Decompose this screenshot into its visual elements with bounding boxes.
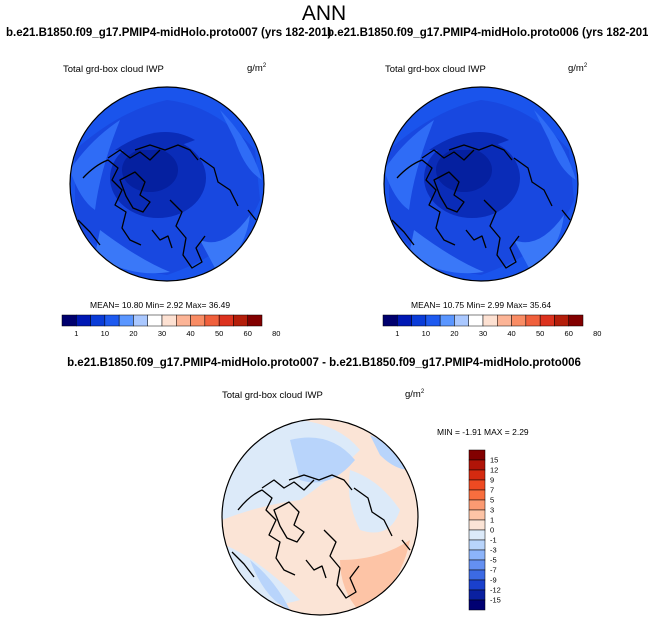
colorbar-difference-tick-label: -1 [490,536,497,545]
colorbar-left: 1 10 20 30 40 50 60 80 [61,314,280,338]
colorbar-left-swatch [118,314,134,327]
colorbar-left-tick-label: 80 [272,329,280,338]
colorbar-difference-tick-label: -5 [490,556,497,565]
colorbar-right-swatch [397,314,412,327]
colorbar-left-tick-label: 40 [186,329,194,338]
colorbar-left-tick-label: 50 [215,329,223,338]
colorbar-difference-swatch [468,449,486,461]
colorbar-difference-tick-label: -7 [490,566,497,575]
colorbar-difference-tick-label: -15 [490,596,501,605]
colorbar-difference-tick-label: 12 [490,466,498,475]
units-left: g/m2 [247,63,267,75]
colorbar-right-tick-label: 60 [565,329,573,338]
colorbar-left-swatch [104,314,120,327]
colorbar-right-swatch [425,314,441,327]
colorbar-difference-swatch [468,479,486,491]
colorbar-left-swatch [247,314,263,327]
colorbar-difference-tick-label: 15 [490,456,498,465]
colorbar-difference-swatch [468,559,486,571]
colorbar-difference-tick-label: 7 [490,486,494,495]
colorbar-difference-tick-label: 0 [490,526,494,535]
colorbar-left-tick-label: 20 [129,329,137,338]
colorbar-left-swatch [218,314,234,327]
colorbar-left-swatch [147,314,163,327]
units-right: g/m2 [568,63,588,75]
colorbar-right-swatch [497,314,512,327]
colorbar-right-swatch [468,314,484,327]
colorbar-difference-swatch [468,529,486,541]
colorbar-right-swatch [525,314,541,327]
stats-right: MEAN= 10.75 Min= 2.99 Max= 35.64 [411,300,552,310]
colorbar-difference-tick-label: 5 [490,496,494,505]
colorbar-right-swatch [511,314,527,327]
colorbar-difference-swatch [468,599,486,611]
colorbar-left-swatch [204,314,220,327]
variable-label-left: Total grd-box cloud IWP [63,64,164,75]
stats-left: MEAN= 10.80 Min= 2.92 Max= 36.49 [90,300,231,310]
colorbar-difference-swatch [468,519,486,531]
difference-title: b.e21.B1850.f09_g17.PMIP4-midHolo.proto0… [67,357,581,369]
map-panel-right [383,86,579,282]
colorbar-right-swatch [554,314,569,327]
colorbar-difference-tick-label: -12 [490,586,501,595]
colorbar-difference-tick-label: 9 [490,476,494,485]
colorbar-difference-tick-label: 3 [490,506,494,515]
colorbar-right: 1 10 20 30 40 50 60 80 [382,314,601,338]
stats-diff: MIN = -1.91 MAX = 2.29 [437,427,529,437]
colorbar-right-tick-label: 20 [450,329,458,338]
colorbar-left-swatch [61,314,77,327]
colorbar-difference-swatch [468,569,486,581]
colorbar-left-tick-label: 60 [244,329,252,338]
colorbar-difference-swatch [468,549,486,561]
colorbar-left-swatch [233,314,248,327]
colorbar-right-swatch [411,314,427,327]
colorbar-difference-tick-label: 1 [490,516,494,525]
colorbar-left-swatch [133,314,148,327]
variable-label-right: Total grd-box cloud IWP [385,64,486,75]
colorbar-right-tick-label: 30 [479,329,487,338]
map-panel-left [69,86,265,282]
colorbar-right-tick-label: 80 [593,329,601,338]
colorbar-left-swatch [190,314,206,327]
colorbar-right-swatch [539,314,555,327]
units-diff: g/m2 [405,389,425,401]
colorbar-left-swatch [90,314,106,327]
case-title-left: b.e21.B1850.f09_g17.PMIP4-midHolo.proto0… [6,27,332,39]
colorbar-left-swatch [76,314,91,327]
map-panel-difference [221,418,419,616]
page-title: ANN [301,2,347,25]
colorbar-right-swatch [382,314,398,327]
colorbar-left-tick-label: 10 [101,329,109,338]
colorbar-right-swatch [454,314,469,327]
case-title-right: b.e21.B1850.f09_g17.PMIP4-midHolo.proto0… [327,27,648,39]
colorbar-difference-swatch [468,499,486,511]
colorbar-difference-swatch [468,459,486,471]
colorbar-right-tick-label: 1 [395,329,399,338]
colorbar-right-swatch [439,314,455,327]
colorbar-difference-tick-label: -9 [490,576,497,585]
colorbar-difference-swatch [468,469,486,481]
colorbar-right-tick-label: 10 [422,329,430,338]
colorbar-right-tick-label: 40 [507,329,515,338]
colorbar-difference-swatch [468,509,486,521]
colorbar-left-swatch [161,314,177,327]
colorbar-difference-swatch [468,579,486,591]
colorbar-left-swatch [176,314,191,327]
colorbar-difference-swatch [468,589,486,601]
colorbar-difference-swatch [468,489,486,501]
colorbar-left-tick-label: 30 [158,329,166,338]
colorbar-difference-swatch [468,539,486,551]
colorbar-right-tick-label: 50 [536,329,544,338]
colorbar-right-swatch [482,314,498,327]
variable-label-diff: Total grd-box cloud IWP [222,390,323,401]
colorbar-left-tick-label: 1 [74,329,78,338]
colorbar-right-swatch [568,314,584,327]
colorbar-difference-tick-label: -3 [490,546,497,555]
